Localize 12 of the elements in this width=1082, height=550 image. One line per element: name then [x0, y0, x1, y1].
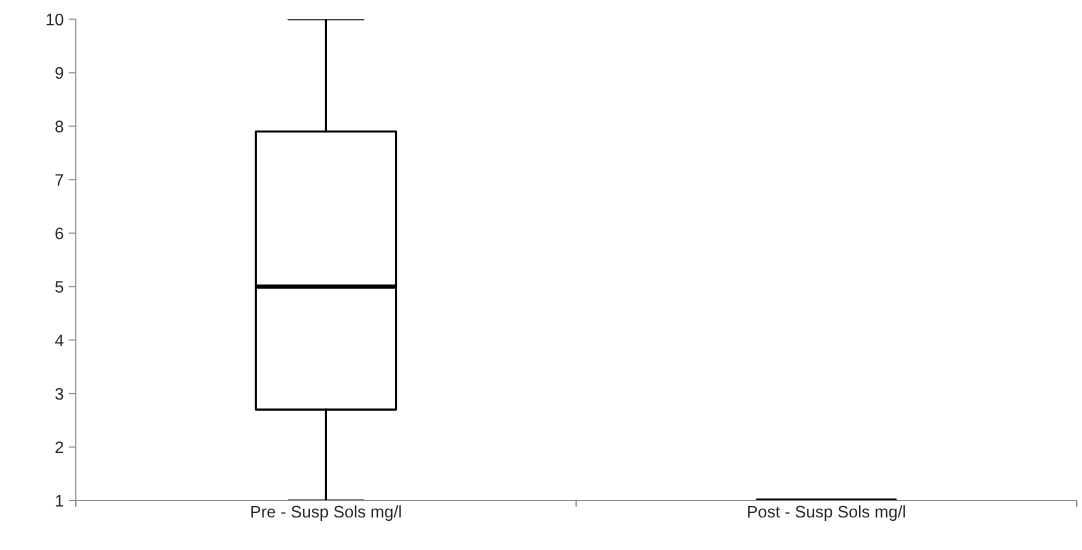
y-tick-label: 7	[55, 174, 64, 186]
y-tick-label: 8	[55, 120, 64, 133]
x-tick-label: Pre - Susp Sols mg/l	[251, 505, 401, 521]
y-tick-label: 2	[55, 441, 64, 454]
y-tick-label: 10	[46, 13, 64, 26]
y-tick-label: 3	[55, 387, 64, 400]
y-tick-label: 4	[55, 334, 64, 347]
y-tick-label: 5	[55, 281, 64, 293]
x-tick-label: Post - Susp Sols mg/l	[748, 505, 905, 521]
y-tick-label: 6	[55, 227, 64, 240]
y-tick-label: 1	[55, 495, 64, 507]
y-tick-label: 9	[55, 67, 64, 79]
